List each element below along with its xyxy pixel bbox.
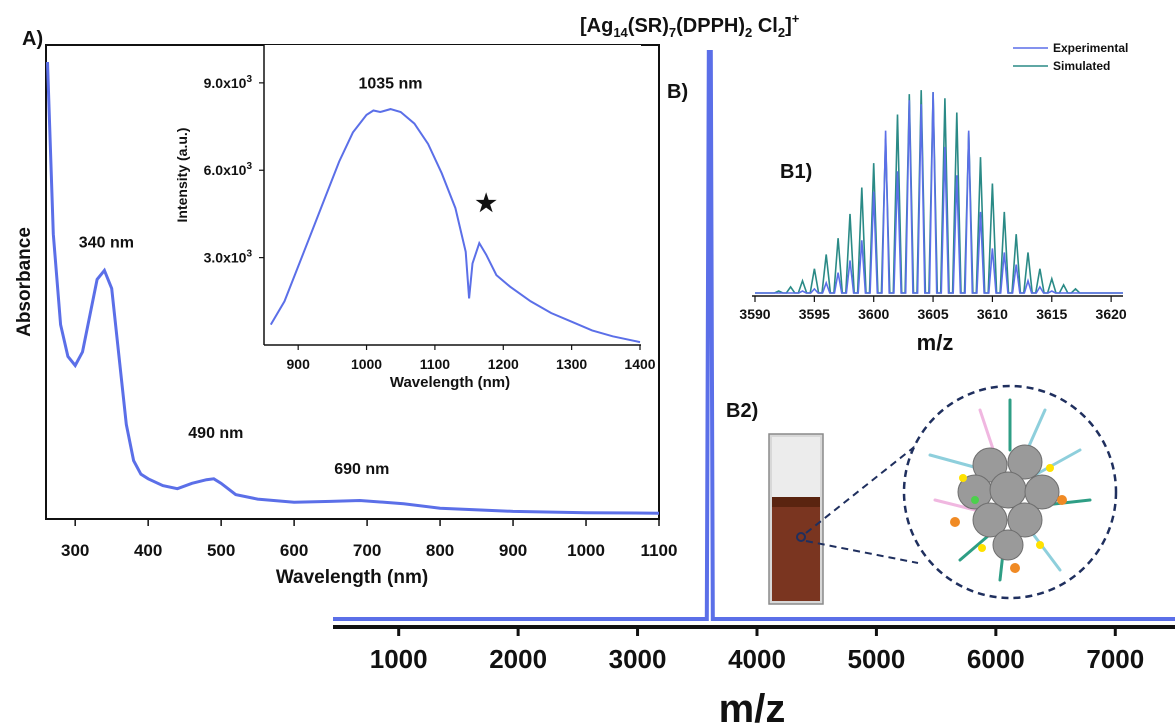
- legend-simulated-label: Simulated: [1053, 59, 1110, 73]
- absorbance-peak-label: 690 nm: [334, 461, 389, 478]
- absorbance-x-tick-label: 400: [134, 541, 162, 560]
- absorbance-x-tick-label: 900: [499, 541, 527, 560]
- isotope-x-tick-label: 3610: [977, 306, 1008, 322]
- absorbance-x-tick-label: 700: [353, 541, 381, 560]
- absorbance-line: [46, 61, 660, 515]
- isotope-x-tick-label: 3595: [799, 306, 830, 322]
- absorbance-peak-label: 340 nm: [79, 235, 134, 252]
- panel-label-b2: B2): [726, 400, 758, 422]
- ms-title: [Ag14(SR)7(DPPH)2 Cl2]+: [580, 11, 800, 40]
- emission-x-tick-label: 1100: [420, 356, 451, 372]
- emission-y-label: Intensity (a.u.): [174, 128, 190, 223]
- emission-line: [269, 108, 641, 344]
- isotope-pattern-chart: 3590 3595 3600 3605 3610 3615 3620 m/z Experim…: [739, 41, 1128, 355]
- absorbance-x-tick-label: 800: [426, 541, 454, 560]
- isotope-x-tick-label: 3615: [1036, 306, 1067, 322]
- ms-x-tick-label: 7000: [1086, 644, 1144, 674]
- mass-spectrum-chart: 1000 2000 3000 4000 5000 6000 7000 m/z: [333, 50, 1175, 728]
- emission-y-tick-label: 9.0x103: [204, 74, 253, 91]
- absorbance-peak-label: 490 nm: [188, 425, 243, 442]
- isotope-x-tick-label: 3605: [917, 306, 948, 322]
- absorbance-x-label: Wavelength (nm): [276, 567, 428, 588]
- emission-x-tick-label: 900: [287, 356, 311, 372]
- ms-spectrum-line: [333, 50, 1175, 621]
- emission-star-marker: ★: [475, 190, 497, 217]
- ms-x-tick-label: 6000: [967, 644, 1025, 674]
- emission-peak-label: 1035 nm: [358, 76, 422, 93]
- cuvette-marker: [796, 532, 806, 542]
- ms-x-tick-label: 2000: [489, 644, 547, 674]
- emission-x-tick-label: 1000: [351, 356, 382, 372]
- absorbance-y-label: Absorbance: [14, 227, 35, 337]
- cluster-structure: [902, 384, 1118, 600]
- emission-y-tick-label: 3.0x103: [204, 249, 253, 266]
- absorbance-x-tick-label: 1100: [641, 541, 678, 560]
- emission-x-tick-label: 1400: [624, 356, 655, 372]
- isotope-x-tick-label: 3620: [1096, 306, 1127, 322]
- absorbance-x-tick-label: 500: [207, 541, 235, 560]
- panel-label-b1: B1): [780, 161, 812, 183]
- ms-x-tick-label: 5000: [847, 644, 905, 674]
- emission-x-tick-label: 1300: [556, 356, 587, 372]
- ms-x-label: m/z: [719, 687, 786, 728]
- absorbance-x-tick-label: 600: [280, 541, 308, 560]
- experimental-series-line: [755, 92, 1123, 294]
- emission-inset-chart: 900 1000 1100 1200 1300 1400 3.0x103 6.0x103 9.…: [174, 45, 656, 391]
- absorbance-x-tick-label: 300: [61, 541, 89, 560]
- isotope-x-label: m/z: [917, 330, 954, 355]
- ms-x-tick-label: 3000: [609, 644, 667, 674]
- emission-y-tick-label: 6.0x103: [204, 161, 253, 178]
- isotope-x-tick-label: 3600: [858, 306, 889, 322]
- legend-experimental-label: Experimental: [1053, 41, 1128, 55]
- emission-x-tick-label: 1200: [488, 356, 519, 372]
- panel-label-a: A): [22, 28, 43, 50]
- absorbance-x-tick-label: 1000: [567, 541, 605, 560]
- cuvette-photo: [768, 433, 824, 605]
- isotope-x-tick-label: 3590: [739, 306, 770, 322]
- emission-x-label: Wavelength (nm): [390, 374, 510, 391]
- panel-label-b: B): [667, 81, 688, 103]
- simulated-series-line: [755, 90, 1123, 294]
- ms-x-tick-label: 1000: [370, 644, 428, 674]
- ms-x-tick-label: 4000: [728, 644, 786, 674]
